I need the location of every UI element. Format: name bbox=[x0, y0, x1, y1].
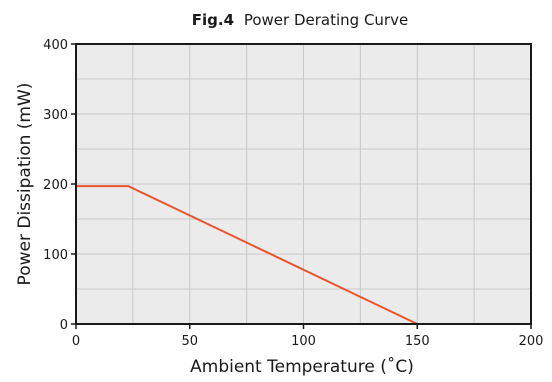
y-axis-title: Power Dissipation (mW) bbox=[15, 83, 35, 286]
tick-layer: 0 50 100 150 200 0 100 200 300 400 bbox=[43, 38, 543, 349]
y-tick-label: 300 bbox=[43, 108, 68, 123]
grid-lines bbox=[76, 44, 531, 324]
y-tick-label: 400 bbox=[43, 38, 68, 53]
series-line-0 bbox=[76, 185, 418, 325]
y-tick-label: 200 bbox=[43, 178, 68, 193]
x-tick-label: 100 bbox=[291, 334, 316, 349]
y-tick-label: 0 bbox=[60, 318, 68, 333]
chart-title-main: Power Derating Curve bbox=[244, 11, 408, 29]
x-tick-label: 0 bbox=[72, 334, 80, 349]
x-tick-label: 200 bbox=[519, 334, 544, 349]
x-axis-title: Ambient Temperature (˚C) bbox=[190, 356, 414, 377]
chart-title-prefix: Fig.4 bbox=[192, 11, 234, 29]
chart-title: Fig.4 Power Derating Curve bbox=[192, 11, 408, 29]
x-tick-label: 150 bbox=[405, 334, 430, 349]
series-layer bbox=[76, 185, 418, 325]
x-tick-label: 50 bbox=[181, 334, 198, 349]
y-tick-label: 100 bbox=[43, 248, 68, 263]
